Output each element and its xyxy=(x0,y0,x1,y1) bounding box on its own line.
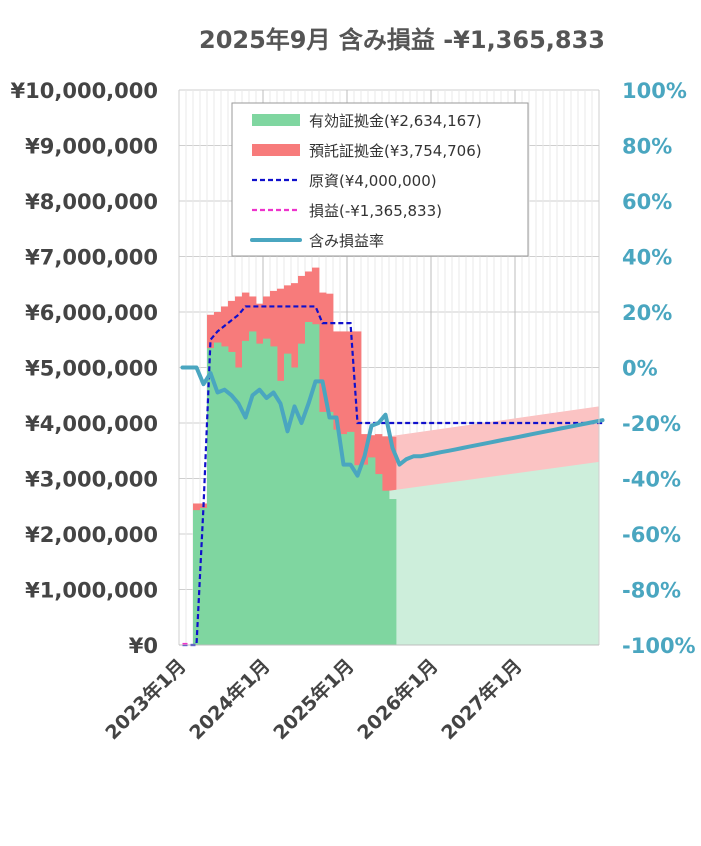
y-left-tick-label: ¥0 xyxy=(129,634,158,658)
y-left-tick-label: ¥10,000,000 xyxy=(11,79,158,103)
green-projection-area xyxy=(389,461,599,645)
y-right-tick-label: -100% xyxy=(622,634,696,658)
legend: 有効証拠金(¥2,634,167) 預託証拠金(¥3,754,706) 原資(¥4,… xyxy=(231,102,529,257)
legend-swatch-red xyxy=(252,144,300,156)
green-bar xyxy=(200,507,208,645)
legend-box xyxy=(231,102,529,257)
y-left-tick-label: ¥4,000,000 xyxy=(25,412,158,436)
x-tick-label: 2027年1月 xyxy=(437,654,527,744)
x-tick-label: 2026年1月 xyxy=(353,654,443,744)
green-bar xyxy=(228,351,236,645)
principal-line xyxy=(182,305,603,647)
x-tick-label: 2024年1月 xyxy=(185,654,275,744)
green-bar xyxy=(312,324,320,645)
green-bar xyxy=(319,411,327,645)
y-left-tick-label: ¥7,000,000 xyxy=(25,246,158,270)
y-right-tick-label: 100% xyxy=(622,79,687,103)
y-right-tick-label: 0% xyxy=(622,357,658,381)
x-tick-label: 2025年1月 xyxy=(269,654,359,744)
green-bar xyxy=(235,367,243,645)
y-left-tick-label: ¥6,000,000 xyxy=(25,301,158,325)
green-bar xyxy=(354,465,362,645)
green-bar xyxy=(368,457,376,645)
green-series xyxy=(193,321,599,645)
green-bar xyxy=(207,348,215,645)
green-bar xyxy=(193,510,201,645)
y-right-tick-label: -20% xyxy=(622,412,681,436)
green-bar xyxy=(333,429,341,645)
green-bar xyxy=(284,353,292,645)
legend-label-pnl: 損益(-¥1,365,833) xyxy=(309,202,442,220)
green-bar xyxy=(361,464,369,645)
legend-label-rate: 含み損益率 xyxy=(309,232,384,250)
y-right-tick-label: -60% xyxy=(622,523,681,547)
green-bar xyxy=(249,331,257,645)
y-right-tick-label: 60% xyxy=(622,190,672,214)
green-bar xyxy=(256,343,264,645)
rate-line xyxy=(180,365,605,478)
y-left-tick-label: ¥5,000,000 xyxy=(25,357,158,381)
y-left-tick-label: ¥1,000,000 xyxy=(25,579,158,603)
green-bar xyxy=(305,321,313,645)
legend-label-principal: 原資(¥4,000,000) xyxy=(309,172,437,190)
green-bar xyxy=(326,411,334,645)
green-bar xyxy=(340,434,348,645)
green-bar xyxy=(382,490,390,645)
y-left-tick-label: ¥9,000,000 xyxy=(25,135,158,159)
green-bar xyxy=(375,474,383,645)
y-left-tick-label: ¥8,000,000 xyxy=(25,190,158,214)
y-left-tick-label: ¥2,000,000 xyxy=(25,523,158,547)
green-bar xyxy=(263,338,271,645)
y-left-tick-label: ¥3,000,000 xyxy=(25,468,158,492)
y-right-tick-label: -80% xyxy=(622,579,681,603)
green-bar xyxy=(242,340,250,645)
green-bar xyxy=(214,342,222,645)
y-right-tick-label: -40% xyxy=(622,468,681,492)
y-right-tick-label: 80% xyxy=(622,135,672,159)
green-bar xyxy=(270,346,278,645)
line-series xyxy=(180,305,605,647)
x-tick-label: 2023年1月 xyxy=(101,654,191,744)
green-bar xyxy=(389,499,397,645)
y-right-tick-label: 40% xyxy=(622,246,672,270)
legend-label-green: 有効証拠金(¥2,634,167) xyxy=(309,112,482,130)
green-bar xyxy=(298,343,306,645)
green-bar xyxy=(347,431,355,645)
chart-title: 2025年9月 含み損益 -¥1,365,833 xyxy=(199,26,605,54)
legend-swatch-green xyxy=(252,114,300,126)
legend-label-red: 預託証拠金(¥3,754,706) xyxy=(309,142,482,160)
green-bar xyxy=(291,367,299,645)
green-bar xyxy=(221,346,229,645)
green-bar xyxy=(277,380,285,645)
y-right-tick-label: 20% xyxy=(622,301,672,325)
